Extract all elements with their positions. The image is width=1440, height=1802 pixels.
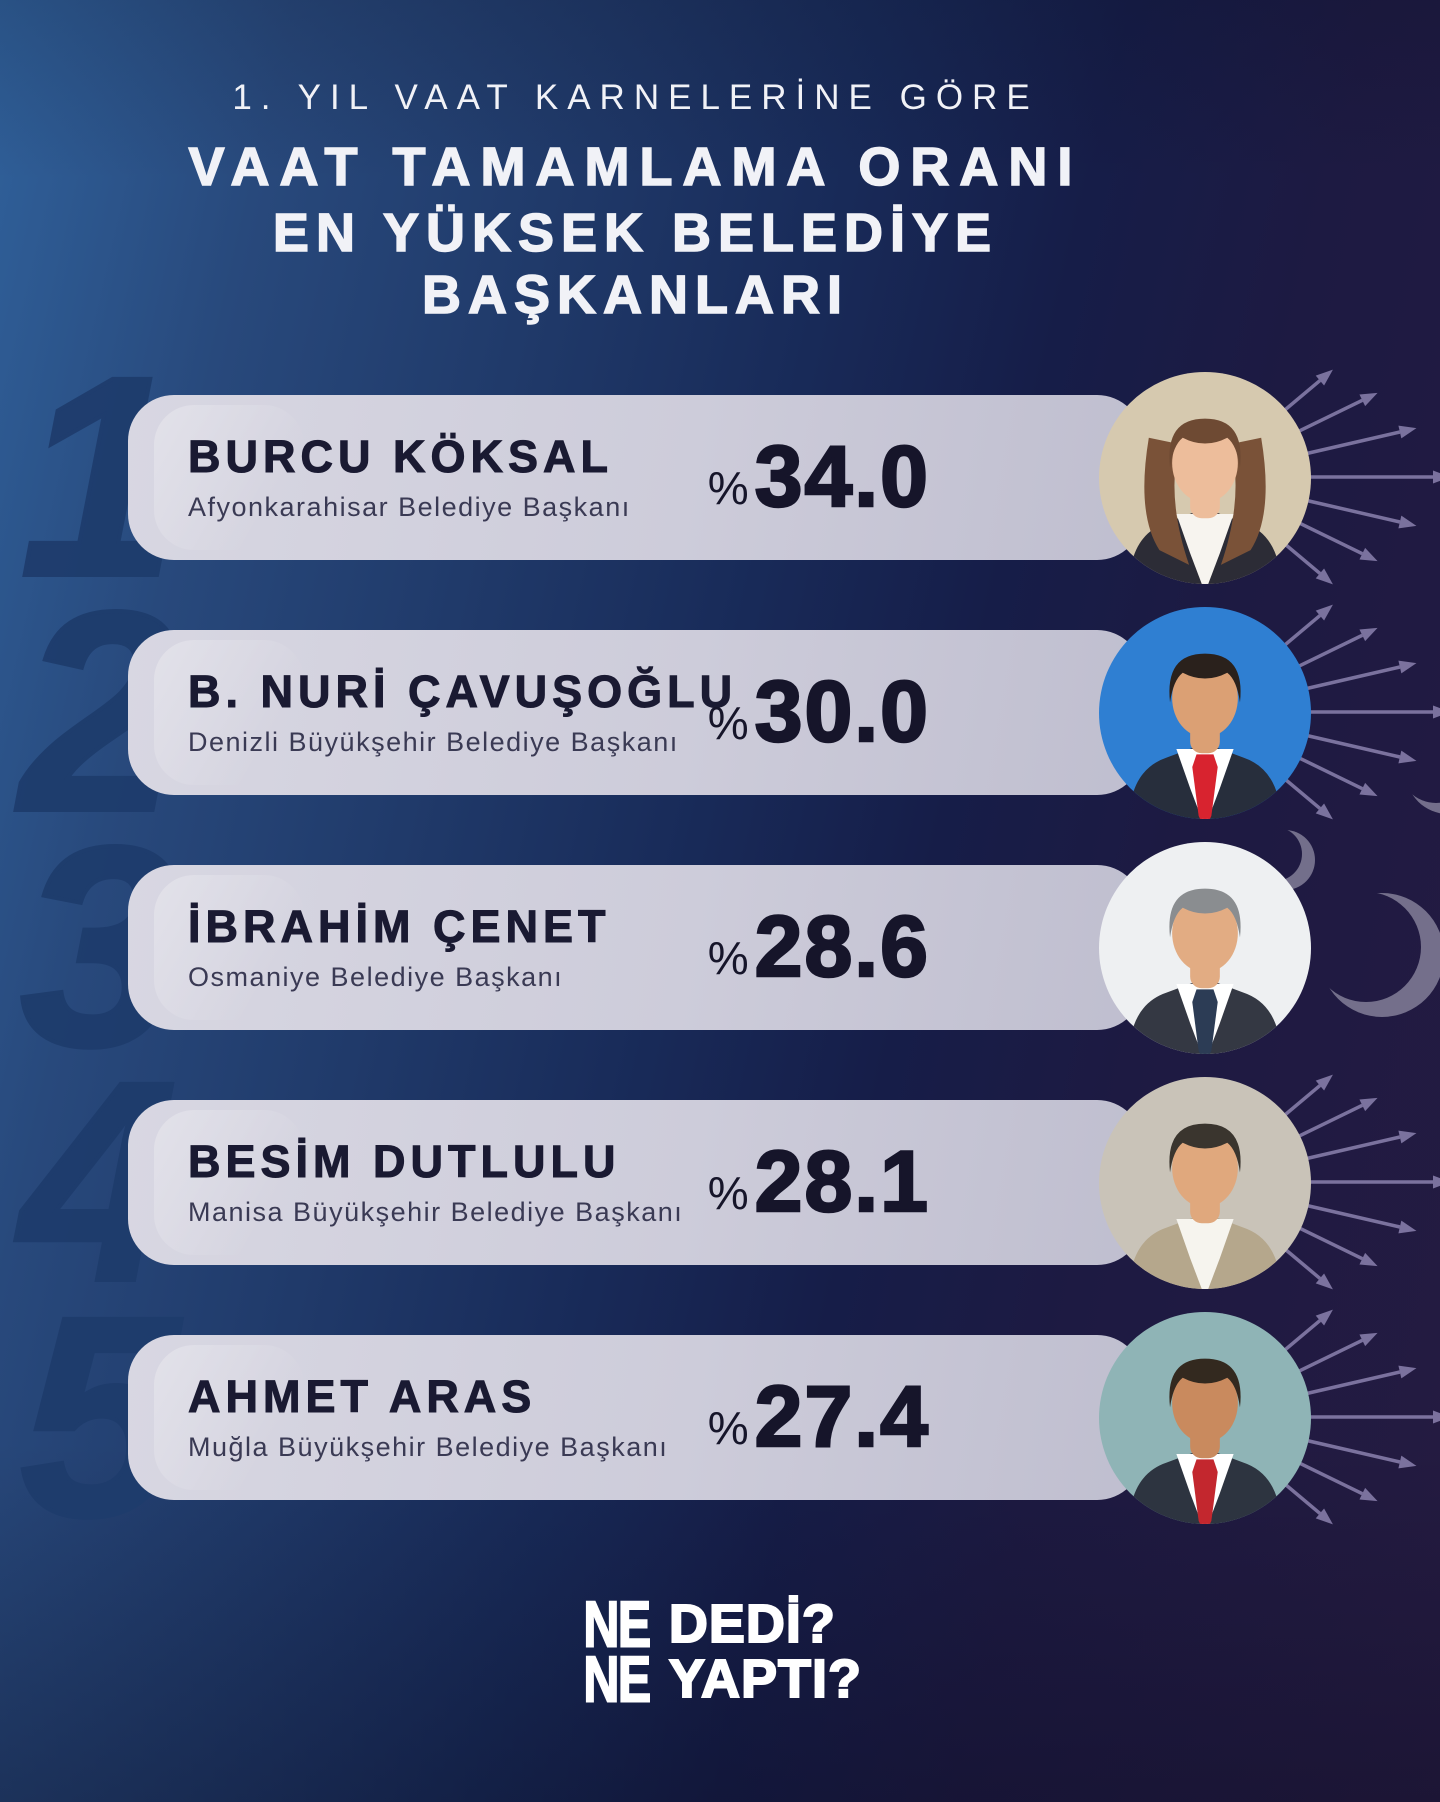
percent-sign: % bbox=[707, 1166, 749, 1219]
crescent-moon-icon bbox=[1406, 730, 1440, 814]
percent-value: 30.0 bbox=[753, 663, 930, 762]
logo-ne-column: NE NE bbox=[574, 1587, 659, 1716]
mayor-title: Denizli Büyükşehir Belediye Başkanı bbox=[188, 727, 679, 757]
ranking-row-1: BURCU KÖKSAL Afyonkarahisar Belediye Baş… bbox=[128, 369, 1440, 585]
percent-sign: % bbox=[707, 931, 749, 984]
percent-sign: % bbox=[707, 696, 749, 749]
completion-rate: % 27.4 bbox=[708, 1335, 930, 1500]
row-pill bbox=[128, 395, 1143, 560]
completion-rate: % 30.0 bbox=[708, 630, 930, 795]
ne-dedi-ne-yapti-logo: NE NE DEDİ? YAPTI? bbox=[574, 1587, 862, 1716]
logo-words-column: DEDİ? YAPTI? bbox=[668, 1594, 862, 1709]
mayor-photo bbox=[1099, 607, 1311, 819]
mayor-title: Muğla Büyükşehir Belediye Başkanı bbox=[188, 1432, 669, 1462]
page-title-line1: VAAT TAMAMLAMA ORANI bbox=[188, 136, 1083, 198]
row-pill bbox=[128, 1100, 1143, 1265]
logo-word-dedi: DEDİ? bbox=[668, 1594, 836, 1654]
mayor-photo bbox=[1099, 1077, 1311, 1289]
mayor-title: Manisa Büyükşehir Belediye Başkanı bbox=[188, 1197, 684, 1227]
completion-rate: % 28.1 bbox=[708, 1100, 930, 1265]
percent-value: 28.6 bbox=[753, 898, 930, 997]
completion-rate: % 34.0 bbox=[708, 395, 930, 560]
page-title-line2: EN YÜKSEK BELEDİYE BAŞKANLARI bbox=[272, 202, 999, 326]
title-block: 1. YIL VAAT KARNELERİNE GÖRE VAAT TAMAML… bbox=[128, 76, 1143, 326]
ranking-row-2: B. NURİ ÇAVUŞOĞLU Denizli Büyükşehir Bel… bbox=[128, 604, 1440, 820]
mayor-name: İBRAHİM ÇENET bbox=[188, 901, 611, 953]
percent-value: 27.4 bbox=[753, 1368, 930, 1467]
percent-value: 34.0 bbox=[753, 428, 930, 527]
percent-value: 28.1 bbox=[753, 1133, 930, 1232]
row-pill bbox=[128, 630, 1143, 795]
mayor-photo bbox=[1099, 1312, 1311, 1524]
percent-sign: % bbox=[707, 1401, 749, 1454]
mayor-name: AHMET ARAS bbox=[187, 1371, 537, 1423]
mayor-name: BURCU KÖKSAL bbox=[188, 431, 613, 483]
row-pill bbox=[128, 865, 1143, 1030]
ranking-row-4: BESİM DUTLULU Manisa Büyükşehir Belediye… bbox=[128, 1074, 1440, 1290]
mayor-name: BESİM DUTLULU bbox=[187, 1136, 621, 1188]
ranking-row-5: AHMET ARAS Muğla Büyükşehir Belediye Baş… bbox=[128, 1309, 1440, 1525]
logo-ne-top: NE bbox=[583, 1587, 652, 1661]
crescent-moon-icon bbox=[1320, 893, 1440, 1017]
title-kicker: 1. YIL VAAT KARNELERİNE GÖRE bbox=[232, 78, 1039, 117]
mayor-photo bbox=[1099, 842, 1311, 1054]
mayor-photo bbox=[1099, 372, 1311, 584]
ranking-row-3: İBRAHİM ÇENET Osmaniye Belediye Başkanı … bbox=[128, 842, 1311, 1054]
logo-ne-bottom: NE bbox=[583, 1642, 652, 1716]
logo-word-yapti: YAPTI? bbox=[668, 1649, 862, 1709]
completion-rate: % 28.6 bbox=[708, 865, 930, 1030]
percent-sign: % bbox=[707, 461, 749, 514]
mayor-title: Afyonkarahisar Belediye Başkanı bbox=[188, 492, 631, 522]
mayor-name: B. NURİ ÇAVUŞOĞLU bbox=[187, 666, 738, 718]
row-pill bbox=[128, 1335, 1143, 1500]
mayor-title: Osmaniye Belediye Başkanı bbox=[188, 962, 564, 992]
